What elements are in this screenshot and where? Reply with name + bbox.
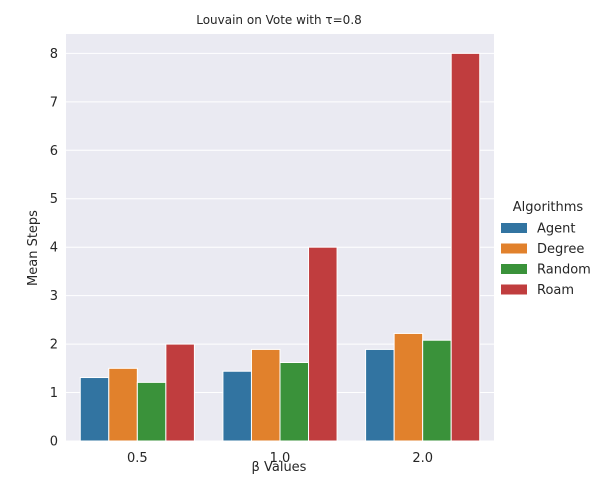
y-tick-label: 6: [50, 144, 58, 159]
bar-agent-2.0: [365, 348, 395, 442]
legend-label-random: Random: [537, 263, 591, 278]
bar-degree-0.5: [108, 367, 138, 442]
legend: Algorithms Agent Degree Random Roam: [501, 200, 591, 298]
bar-random-0.5: [136, 381, 167, 442]
bar-random-1.0: [279, 362, 310, 442]
bar-roam-0.5: [165, 343, 195, 442]
x-tick-label: 0.5: [127, 451, 148, 466]
x-tick-label: 1.0: [270, 451, 291, 466]
legend-swatch-roam: [501, 284, 527, 295]
legend-swatch-random: [501, 264, 527, 274]
y-tick-label: 4: [50, 241, 58, 256]
legend-swatch-agent: [501, 223, 527, 233]
y-tick-label: 3: [50, 289, 58, 304]
chart-title: Louvain on Vote with τ=0.8: [196, 13, 362, 27]
legend-title: Algorithms: [513, 200, 584, 215]
y-tick-labels: 0 1 2 3 4 5 6 7 8: [50, 47, 58, 450]
y-tick-label: 2: [50, 338, 58, 353]
legend-items: Agent Degree Random Roam: [501, 222, 591, 298]
bar-roam-2.0: [450, 52, 481, 442]
y-tick-label: 5: [50, 192, 58, 207]
y-tick-label: 8: [50, 47, 58, 62]
bar-random-2.0: [422, 339, 452, 442]
y-axis-label: Mean Steps: [26, 210, 41, 286]
bar-degree-1.0: [250, 348, 281, 442]
bars: [79, 52, 481, 442]
y-tick-label: 0: [50, 435, 58, 450]
bar-agent-0.5: [79, 377, 110, 442]
x-tick-label: 2.0: [412, 451, 433, 466]
y-tick-label: 1: [50, 386, 58, 401]
legend-label-roam: Roam: [537, 283, 574, 298]
legend-label-agent: Agent: [537, 222, 575, 237]
x-axis-label: β Values: [252, 460, 307, 475]
x-tick-labels: 0.5 1.0 2.0: [127, 451, 433, 466]
bar-roam-1.0: [308, 246, 338, 442]
bar-degree-2.0: [393, 332, 424, 442]
legend-swatch-degree: [501, 243, 527, 254]
y-tick-label: 7: [50, 95, 58, 110]
bar-agent-1.0: [222, 370, 252, 442]
legend-label-degree: Degree: [537, 242, 584, 257]
